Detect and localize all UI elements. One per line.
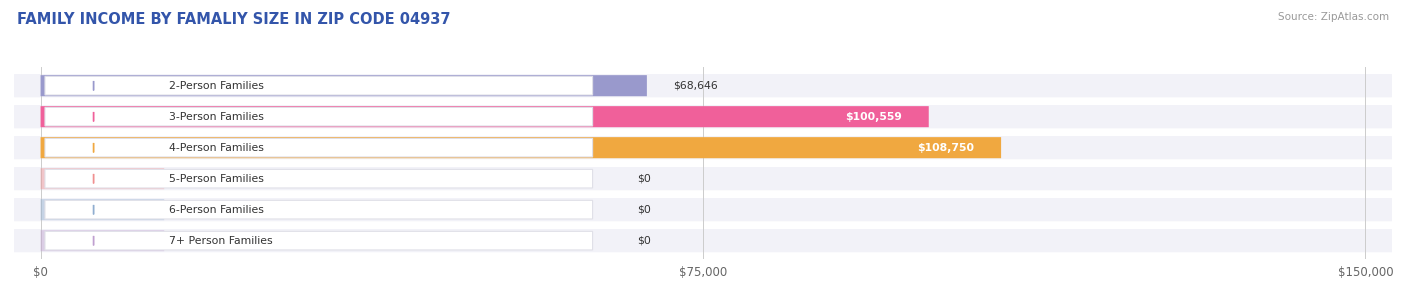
FancyBboxPatch shape: [14, 198, 1392, 221]
FancyBboxPatch shape: [45, 138, 592, 157]
FancyBboxPatch shape: [41, 168, 165, 189]
FancyBboxPatch shape: [41, 230, 165, 251]
Text: $108,750: $108,750: [918, 143, 974, 153]
Text: $0: $0: [637, 205, 651, 215]
FancyBboxPatch shape: [45, 107, 592, 126]
Text: 5-Person Families: 5-Person Families: [169, 174, 263, 184]
FancyBboxPatch shape: [14, 167, 1392, 190]
FancyBboxPatch shape: [41, 75, 647, 96]
FancyBboxPatch shape: [41, 106, 929, 127]
FancyBboxPatch shape: [14, 229, 1392, 252]
Text: 2-Person Families: 2-Person Families: [169, 81, 263, 91]
Text: $0: $0: [637, 174, 651, 184]
Text: 4-Person Families: 4-Person Families: [169, 143, 263, 153]
Text: $0: $0: [637, 236, 651, 246]
Text: FAMILY INCOME BY FAMALIY SIZE IN ZIP CODE 04937: FAMILY INCOME BY FAMALIY SIZE IN ZIP COD…: [17, 12, 450, 27]
FancyBboxPatch shape: [45, 169, 592, 188]
FancyBboxPatch shape: [45, 76, 592, 95]
FancyBboxPatch shape: [41, 137, 1001, 158]
Text: 7+ Person Families: 7+ Person Families: [169, 236, 273, 246]
Text: Source: ZipAtlas.com: Source: ZipAtlas.com: [1278, 12, 1389, 22]
Text: 6-Person Families: 6-Person Families: [169, 205, 263, 215]
FancyBboxPatch shape: [14, 105, 1392, 128]
Text: $68,646: $68,646: [673, 81, 718, 91]
FancyBboxPatch shape: [14, 136, 1392, 159]
Text: $100,559: $100,559: [845, 112, 903, 122]
FancyBboxPatch shape: [45, 231, 592, 250]
FancyBboxPatch shape: [41, 199, 165, 220]
FancyBboxPatch shape: [14, 74, 1392, 97]
FancyBboxPatch shape: [45, 200, 592, 219]
Text: 3-Person Families: 3-Person Families: [169, 112, 263, 122]
